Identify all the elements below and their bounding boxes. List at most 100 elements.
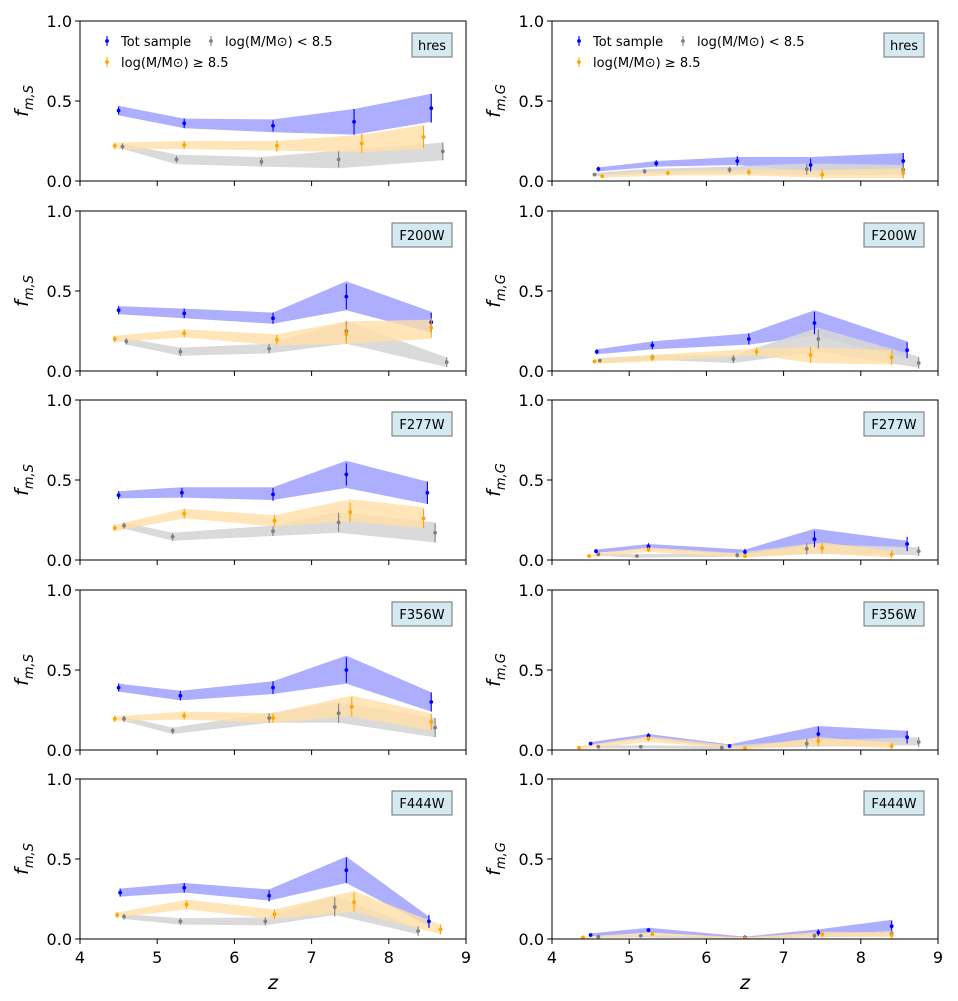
band-tot (118, 460, 428, 504)
filter-box (411, 32, 453, 58)
xtick-label: 9 (933, 948, 943, 967)
point-tot (588, 741, 593, 746)
point-tot (596, 167, 601, 171)
panel-F356W-S: 0.0 0.5 1.0 fm,S F356W (11, 581, 467, 760)
xtick-label: 7 (307, 948, 317, 967)
point-low (122, 716, 126, 721)
plot-area (112, 281, 449, 367)
panel-hres-G: 0.0 0.5 1.0 fm,G hres Tot sample log(M/M⊙) < 8… (483, 12, 939, 191)
point-high (182, 511, 187, 516)
y-axis-label: fm,S (11, 85, 37, 117)
point-tot (271, 685, 275, 690)
point-high (820, 172, 825, 177)
band-high (114, 499, 424, 532)
ytick-label: 0.0 (519, 172, 544, 191)
legend-label-low: log(M/M⊙) < 8.5 (697, 35, 805, 50)
point-tot (271, 492, 275, 497)
point-low (816, 337, 821, 341)
point-tot (646, 733, 651, 738)
point-high (889, 355, 894, 360)
point-high (600, 174, 605, 179)
point-high (808, 353, 813, 357)
panel-F356W-G: 0.0 0.5 1.0 fm,G F356W (483, 581, 939, 760)
point-tot (727, 744, 732, 748)
point-tot (905, 542, 910, 546)
point-low (170, 534, 175, 539)
point-low (440, 149, 445, 154)
plot-area (577, 726, 921, 750)
point-low (122, 523, 126, 528)
ytick-label: 0.5 (519, 471, 544, 490)
band-tot (596, 310, 908, 359)
point-high (421, 516, 426, 521)
y-axis-label: fm,G (483, 842, 509, 876)
ytick-label: 1.0 (47, 581, 72, 600)
ytick-label: 1.0 (47, 770, 72, 789)
filter-label: F444W (399, 797, 444, 812)
point-tot (427, 919, 431, 924)
filter-box (863, 601, 925, 627)
ytick-label: 0.0 (519, 362, 544, 381)
point-low (336, 520, 341, 525)
point-high (112, 143, 117, 148)
plot-area (592, 153, 906, 180)
point-tot (118, 890, 123, 895)
filter-label: F200W (871, 229, 916, 244)
plot-area (580, 919, 894, 939)
y-axis-label: fm,S (11, 464, 37, 496)
point-high (184, 902, 189, 907)
legend: Tot sample log(M/M⊙) < 8.5 log(M/M⊙) ≥ 8.5 (105, 35, 333, 71)
plot-area (592, 310, 921, 369)
point-low (596, 552, 601, 557)
point-low (120, 144, 125, 149)
legend-point-high (105, 60, 109, 64)
legend-point-tot (105, 39, 109, 43)
point-high (274, 337, 279, 342)
point-high (889, 744, 894, 748)
point-low (596, 744, 601, 749)
ytick-label: 1.0 (519, 202, 544, 221)
point-low (332, 905, 337, 909)
xtick-label: 6 (701, 948, 711, 967)
point-high (271, 716, 275, 720)
point-high (646, 547, 651, 552)
panel-F277W-S: 0.0 0.5 1.0 fm,S F277W (11, 391, 467, 570)
point-tot (901, 159, 906, 163)
point-tot (344, 668, 349, 672)
filter-box (863, 790, 925, 816)
point-tot (588, 933, 593, 937)
ytick-label: 0.0 (519, 741, 544, 760)
xtick-label: 7 (779, 948, 789, 967)
point-high (743, 936, 747, 939)
ytick-label: 1.0 (519, 581, 544, 600)
ytick-label: 1.0 (47, 12, 72, 31)
point-high (421, 135, 426, 139)
point-high (352, 900, 356, 905)
point-tot (116, 308, 121, 313)
band-low (598, 931, 892, 939)
point-high (182, 713, 187, 718)
y-axis-label: fm,S (11, 275, 37, 307)
point-tot (271, 123, 275, 128)
xtick-label: 5 (624, 948, 634, 967)
y-axis-label: fm,G (483, 653, 509, 687)
point-high (889, 933, 894, 937)
panel-F444W-G: 0.0 0.5 1.0 4 5 6 7 8 9 fm,G z F444W (483, 770, 943, 994)
xtick-label: 9 (461, 948, 471, 967)
ytick-label: 0.0 (47, 741, 72, 760)
point-high (592, 359, 597, 364)
point-high (577, 745, 581, 750)
band-tot (590, 726, 908, 748)
band-high (602, 168, 904, 178)
point-tot (178, 693, 183, 698)
filter-box (391, 222, 453, 248)
ytick-label: 0.5 (519, 92, 544, 111)
plot-area (112, 655, 438, 738)
band-high (594, 347, 892, 365)
filter-box (391, 411, 453, 437)
xtick-label: 8 (856, 948, 866, 967)
filter-box (863, 411, 925, 437)
filter-label: F356W (399, 608, 444, 623)
panel-F277W-G: 0.0 0.5 1.0 fm,G F277W (483, 391, 939, 570)
